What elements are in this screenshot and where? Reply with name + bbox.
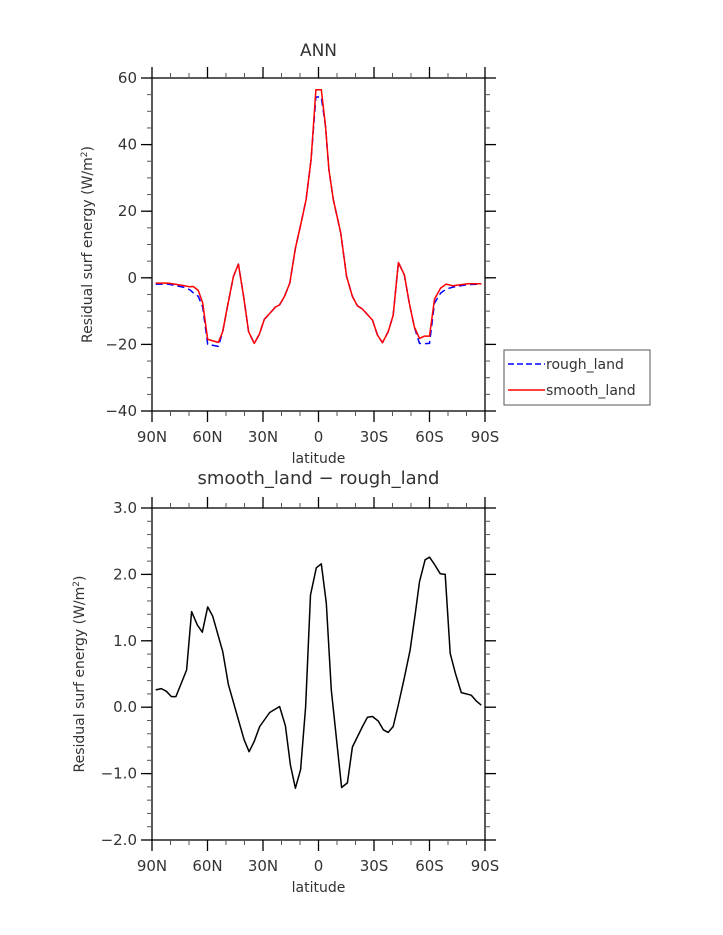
x-tick-label: 60S bbox=[415, 428, 444, 446]
y-tick-label: 3.0 bbox=[113, 499, 137, 517]
legend-label-rough_land: rough_land bbox=[546, 357, 624, 373]
legend-label-smooth_land: smooth_land bbox=[546, 383, 636, 399]
x-tick-label: 60N bbox=[192, 428, 222, 446]
chart-title: ANN bbox=[300, 41, 337, 61]
y-tick-label: 40 bbox=[118, 136, 137, 154]
x-tick-label: 30N bbox=[248, 857, 278, 875]
series-line-smooth-land bbox=[155, 88, 482, 345]
y-axis-label: Residual surf energy (W/m2) bbox=[72, 576, 88, 773]
y-tick-label: 0.0 bbox=[113, 698, 137, 716]
x-tick-label: 90N bbox=[137, 428, 167, 446]
series-line-smooth-land-rough-land bbox=[155, 556, 482, 789]
y-tick-label: 20 bbox=[118, 202, 137, 220]
y-tick-label: 0 bbox=[127, 269, 137, 287]
y-axis-label: Residual surf energy (W/m2) bbox=[80, 146, 96, 343]
x-tick-label: 30N bbox=[248, 428, 278, 446]
y-tick-label: 2.0 bbox=[113, 565, 137, 583]
x-tick-label: 0 bbox=[314, 857, 324, 875]
plot-frame bbox=[151, 507, 486, 841]
x-tick-label: 30S bbox=[360, 428, 389, 446]
x-tick-label: 30S bbox=[360, 857, 389, 875]
x-tick-label: 90N bbox=[137, 857, 167, 875]
chart-title: smooth_land − rough_land bbox=[198, 468, 440, 489]
x-tick-label: 0 bbox=[314, 428, 324, 446]
x-tick-label: 60N bbox=[192, 857, 222, 875]
x-tick-label: 60S bbox=[415, 857, 444, 875]
y-tick-label: −40 bbox=[105, 402, 137, 420]
y-tick-label: −20 bbox=[105, 335, 137, 353]
y-tick-label: 1.0 bbox=[113, 632, 137, 650]
x-axis-label: latitude bbox=[292, 451, 346, 467]
x-tick-label: 90S bbox=[471, 857, 500, 875]
x-tick-label: 90S bbox=[471, 428, 500, 446]
y-tick-label: −1.0 bbox=[101, 765, 137, 783]
y-tick-label: −2.0 bbox=[101, 831, 137, 849]
x-axis-label: latitude bbox=[292, 880, 346, 896]
legend: rough_land smooth_land bbox=[503, 349, 651, 406]
y-tick-label: 60 bbox=[118, 69, 137, 87]
plot-frame bbox=[151, 77, 486, 412]
legend-box bbox=[503, 349, 651, 406]
